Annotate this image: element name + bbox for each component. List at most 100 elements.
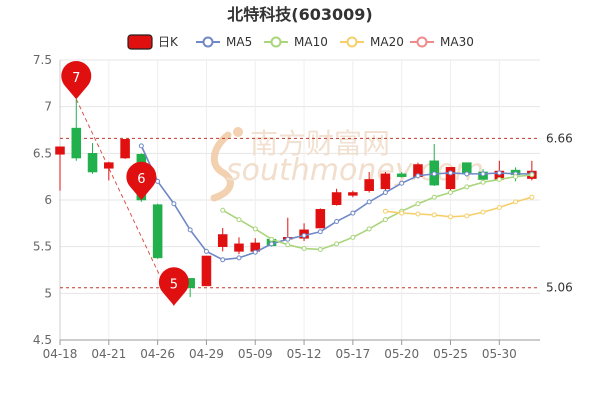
ma5-point: [415, 173, 421, 179]
legend-label: 日K: [158, 35, 179, 49]
candle-body: [120, 139, 130, 159]
ma10-point: [496, 176, 502, 182]
x-tick-label: 04-26: [140, 347, 175, 361]
watermark-logo-dot: [233, 127, 243, 137]
x-tick-label: 05-09: [238, 347, 273, 361]
price-markers: 7 6 5: [61, 61, 189, 306]
x-axis: 04-18 04-21 04-26 04-29 05-09 05-12 05-17 05-20…: [43, 339, 540, 361]
ma5-point: [155, 178, 161, 184]
ma10-point: [431, 194, 437, 200]
candle-body: [87, 153, 98, 173]
candle-body: [364, 179, 374, 191]
y-tick-label: 6: [44, 193, 52, 207]
ma10-point: [252, 226, 258, 232]
ma20-point: [480, 209, 486, 215]
y-tick-label: 7: [44, 100, 52, 114]
ma10-point: [464, 184, 470, 190]
ma10-point: [317, 246, 323, 252]
pin-icon: [158, 267, 189, 306]
y-axis: 4.5 5 5.5 6 6.5 7 7.5: [33, 53, 61, 347]
legend-item-ma20[interactable]: MA20: [340, 35, 404, 49]
ma10-point: [269, 236, 275, 242]
ma5-point: [171, 201, 177, 207]
x-tick-label: 05-17: [335, 347, 370, 361]
ma20-point: [529, 194, 535, 200]
ma5-point: [382, 190, 388, 196]
ma5-point: [317, 229, 323, 235]
ma5-point: [366, 199, 372, 205]
legend-item-k[interactable]: 日K: [127, 34, 179, 50]
ma20-point: [431, 212, 437, 218]
ref-line-label: 5.06: [546, 281, 573, 295]
x-tick-label: 04-29: [189, 347, 224, 361]
ma5-point: [464, 171, 470, 177]
watermark-en: southmoney.com: [226, 153, 484, 188]
candle-body: [348, 192, 358, 196]
watermark: 南方财富网 southmoney.com: [210, 127, 484, 202]
ma5-point: [252, 249, 258, 255]
ma10-point: [366, 226, 372, 232]
legend-label: MA5: [226, 35, 252, 49]
x-tick-label: 04-21: [91, 347, 126, 361]
high-low-connector: [75, 98, 175, 306]
ma5-point: [220, 257, 226, 263]
legend-label: MA20: [370, 35, 404, 49]
candle-body: [445, 167, 456, 190]
ma10-point: [220, 207, 226, 213]
ma5-point: [480, 171, 486, 177]
candle-body: [55, 146, 65, 155]
x-tick-label: 05-20: [384, 347, 419, 361]
y-tick-label: 7.5: [33, 53, 52, 67]
legend-item-ma10[interactable]: MA10: [264, 35, 328, 49]
ma10-point: [285, 242, 291, 248]
ma10-point: [334, 241, 340, 247]
reference-lines: 6.66 5.06: [60, 131, 573, 295]
chart-legend[interactable]: 日K MA5 MA10 MA20 MA30: [127, 34, 474, 50]
y-tick-label: 6.5: [33, 146, 52, 160]
ma10-point: [448, 190, 454, 196]
ma10-point: [529, 172, 535, 178]
ma5-point: [399, 180, 405, 186]
price-pin: 6: [126, 161, 157, 200]
ma5-point: [269, 241, 275, 247]
candle-body: [217, 234, 228, 247]
ma5-point: [350, 210, 356, 216]
legend-item-ma30[interactable]: MA30: [410, 35, 474, 49]
candle-body: [396, 173, 407, 177]
ma10-point: [350, 234, 356, 240]
legend-marker: [346, 36, 358, 48]
ma5-point: [448, 170, 454, 176]
ma5-point: [236, 255, 242, 261]
ma10-point: [415, 201, 421, 207]
price-pin: 5: [158, 267, 189, 306]
legend-item-ma5[interactable]: MA5: [196, 35, 252, 49]
ma10-point: [236, 217, 242, 223]
ma20-point: [448, 214, 454, 220]
candle-body: [71, 127, 82, 159]
candle-body: [315, 209, 326, 229]
y-tick-label: 5.5: [33, 240, 52, 254]
ma20-point: [464, 213, 470, 219]
candle-body: [234, 243, 244, 252]
ma5-point: [138, 143, 144, 149]
x-tick-label: 05-25: [433, 347, 468, 361]
legend-marker: [416, 36, 428, 48]
chart-title: 北特科技(603009): [227, 5, 372, 24]
candle-body: [152, 204, 163, 259]
ma5-point: [203, 248, 209, 254]
price-pin: 7: [61, 61, 92, 100]
ma10-point: [301, 246, 307, 252]
watermark-logo-icon: [210, 131, 234, 202]
high-low-line: [75, 98, 175, 306]
ma10-point: [382, 217, 388, 223]
ref-line-label: 6.66: [546, 131, 573, 145]
x-tick-label: 04-18: [43, 347, 78, 361]
ma20-point: [399, 210, 405, 216]
ma5-point: [334, 218, 340, 224]
legend-label: MA30: [440, 35, 474, 49]
candle-body: [331, 192, 342, 205]
y-tick-label: 4.5: [33, 333, 52, 347]
x-tick-label: 05-30: [482, 347, 517, 361]
pin-icon: [61, 61, 92, 100]
